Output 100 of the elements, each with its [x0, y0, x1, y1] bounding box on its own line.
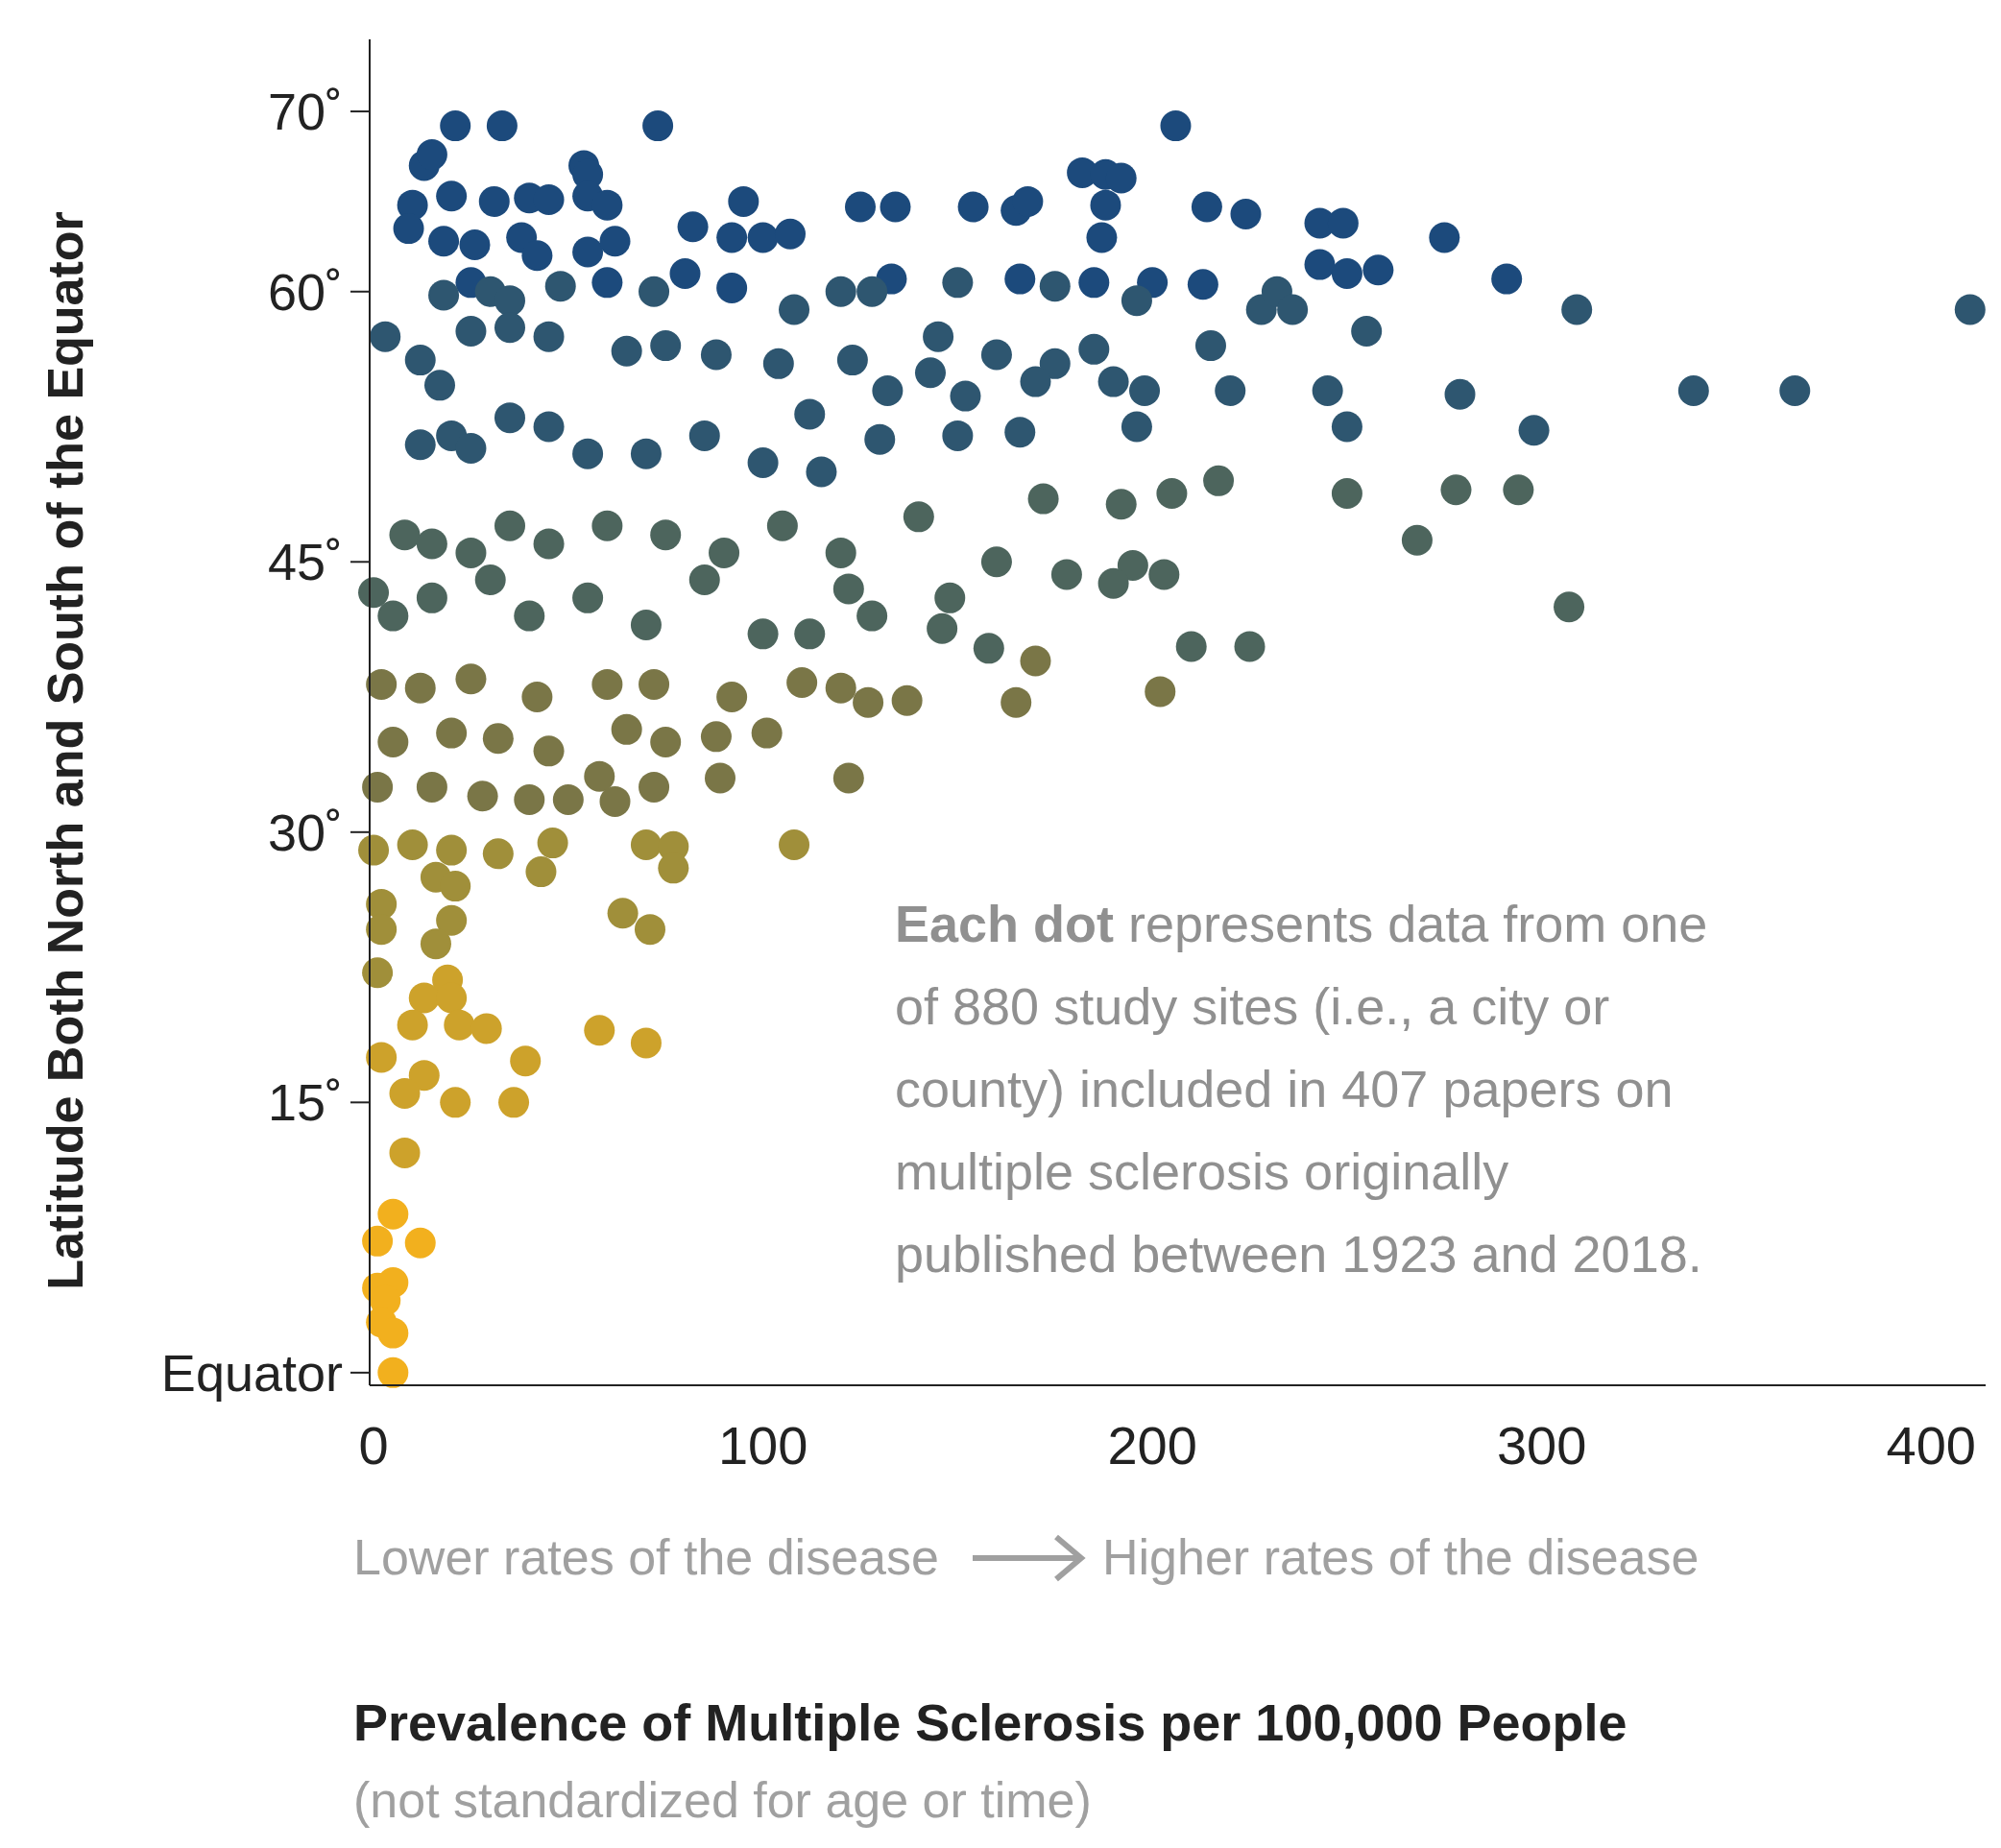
point	[377, 600, 409, 632]
point	[1097, 567, 1129, 599]
point	[880, 191, 911, 223]
point	[639, 771, 670, 803]
point	[510, 1045, 542, 1077]
point	[639, 668, 670, 700]
point	[1175, 631, 1207, 662]
point	[1156, 477, 1188, 509]
point	[1020, 645, 1051, 677]
x-tick-label: 400	[1886, 1415, 1976, 1476]
point	[1160, 110, 1192, 142]
point	[704, 762, 735, 794]
point	[1234, 631, 1266, 662]
text: Lower rates of the disease	[353, 1529, 939, 1585]
x-tick-label: 0	[358, 1415, 389, 1476]
y-tick-label: 60˚	[267, 262, 343, 321]
point	[774, 218, 806, 250]
point	[482, 723, 514, 755]
point	[591, 189, 623, 221]
x-axis-title: Prevalence of Multiple Sclerosis per 100,000 People	[353, 1693, 1627, 1751]
point	[572, 236, 604, 268]
point	[498, 1087, 530, 1118]
point	[404, 672, 436, 704]
point	[903, 501, 934, 533]
point	[747, 618, 779, 650]
point	[362, 1225, 394, 1257]
point	[747, 222, 779, 253]
point	[525, 856, 557, 888]
point	[709, 537, 740, 568]
point	[416, 139, 447, 171]
point	[1027, 483, 1059, 515]
point	[584, 760, 615, 792]
point	[957, 191, 989, 223]
point	[1050, 559, 1082, 590]
point	[358, 834, 390, 866]
point	[1304, 249, 1336, 280]
point	[832, 573, 864, 605]
point	[650, 519, 682, 551]
point	[521, 682, 553, 713]
point	[716, 222, 748, 253]
point	[358, 577, 390, 609]
text: Higher rates of the disease	[1102, 1529, 1700, 1585]
point	[393, 213, 424, 245]
point	[537, 828, 568, 859]
point	[521, 240, 553, 272]
point	[478, 185, 510, 217]
point	[591, 510, 623, 541]
point	[611, 713, 642, 745]
point	[377, 1198, 409, 1230]
point	[362, 957, 394, 989]
point	[599, 785, 631, 817]
point	[1554, 591, 1585, 623]
y-axis-title: Latitude Both North and South of the Equator	[37, 211, 93, 1290]
text: (not standardized for age or time)	[353, 1772, 1092, 1828]
point	[1105, 489, 1137, 520]
point	[377, 726, 409, 757]
point	[832, 762, 864, 794]
point	[362, 771, 394, 803]
point	[440, 1087, 471, 1118]
y-tick-label: 45˚	[267, 533, 343, 591]
point	[440, 110, 471, 142]
point	[1230, 199, 1262, 230]
point	[366, 668, 398, 700]
point	[630, 1027, 662, 1059]
point	[440, 871, 471, 902]
point	[794, 618, 826, 650]
point	[728, 185, 759, 217]
point	[408, 1060, 440, 1092]
point	[844, 191, 876, 223]
point	[856, 600, 888, 632]
point	[514, 600, 545, 632]
point	[404, 1227, 436, 1259]
point	[467, 780, 498, 812]
point	[1148, 559, 1180, 590]
point	[630, 828, 662, 860]
point	[825, 672, 856, 704]
point	[591, 668, 623, 700]
point	[591, 267, 623, 299]
point	[1331, 477, 1362, 509]
point	[494, 510, 525, 541]
point	[397, 1009, 428, 1041]
point	[486, 110, 518, 142]
point	[973, 633, 1004, 664]
x-tick-label: 100	[717, 1415, 808, 1476]
point	[934, 582, 966, 613]
point	[482, 838, 514, 870]
point	[470, 1013, 502, 1044]
point	[416, 582, 447, 613]
point	[533, 735, 565, 767]
x-tick-label: 200	[1107, 1415, 1197, 1476]
point	[891, 684, 923, 716]
point	[444, 1009, 475, 1041]
point	[825, 537, 856, 568]
point	[779, 828, 810, 860]
point	[1401, 524, 1433, 556]
point	[700, 721, 732, 753]
point	[1503, 474, 1534, 506]
point	[389, 1137, 421, 1168]
point	[716, 273, 748, 303]
point	[416, 771, 447, 803]
